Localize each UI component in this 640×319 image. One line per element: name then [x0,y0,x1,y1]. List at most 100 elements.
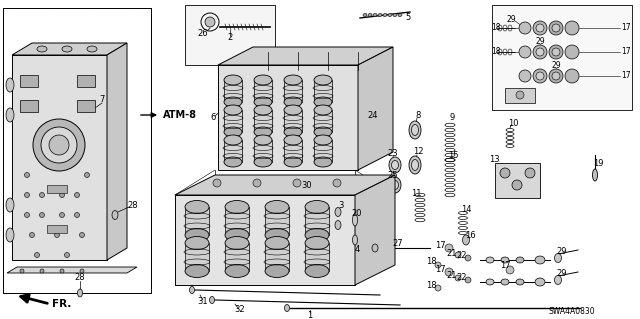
Ellipse shape [393,13,397,17]
Ellipse shape [314,75,332,85]
Circle shape [80,269,84,273]
Text: 31: 31 [198,298,208,307]
Circle shape [549,69,563,83]
Circle shape [65,253,70,257]
Circle shape [519,70,531,82]
Bar [265,207,289,235]
Polygon shape [218,65,358,170]
Text: 22: 22 [457,251,467,261]
Ellipse shape [383,13,387,17]
Circle shape [24,192,29,197]
Text: 18: 18 [492,48,500,56]
Bar [284,140,302,162]
Ellipse shape [224,105,242,115]
Text: 6: 6 [211,114,216,122]
Circle shape [253,179,261,187]
Ellipse shape [224,135,242,145]
Ellipse shape [389,177,401,193]
Ellipse shape [284,75,302,85]
Circle shape [74,192,79,197]
Circle shape [549,21,563,35]
Ellipse shape [254,75,272,85]
Bar [185,243,209,271]
Ellipse shape [284,157,302,167]
Ellipse shape [554,276,561,285]
Bar [20,100,38,112]
Ellipse shape [225,228,249,241]
Circle shape [512,180,522,190]
Text: 17: 17 [621,71,631,80]
Ellipse shape [224,127,242,137]
Ellipse shape [486,257,494,263]
Bar [495,163,540,198]
Text: 10: 10 [508,118,518,128]
Circle shape [465,255,471,261]
Ellipse shape [112,211,118,219]
Circle shape [20,269,24,273]
Bar [225,243,249,271]
Polygon shape [7,267,137,273]
Ellipse shape [368,13,372,17]
Ellipse shape [62,46,72,52]
Circle shape [519,46,531,58]
Text: 30: 30 [301,181,312,189]
Text: 23: 23 [388,149,398,158]
Text: 18: 18 [426,281,436,291]
Polygon shape [12,43,127,55]
Ellipse shape [593,169,598,181]
Ellipse shape [398,13,402,17]
Bar [224,140,242,162]
Text: 14: 14 [461,205,471,214]
Circle shape [552,48,560,56]
Ellipse shape [463,235,470,245]
Bar [284,110,302,132]
Circle shape [445,268,453,276]
Text: FR.: FR. [52,299,72,309]
Ellipse shape [392,181,399,189]
Bar [224,80,242,102]
Text: 25: 25 [388,170,398,180]
Ellipse shape [314,157,332,167]
Text: 22: 22 [457,273,467,283]
Bar [77,100,95,112]
Ellipse shape [284,127,302,137]
Bar [225,207,249,235]
Ellipse shape [37,46,47,52]
Ellipse shape [285,305,289,311]
Ellipse shape [284,97,302,107]
Ellipse shape [554,254,561,263]
Bar [254,80,272,102]
Text: SWA4A0830: SWA4A0830 [548,308,595,316]
Ellipse shape [351,119,359,125]
Ellipse shape [305,264,329,278]
Polygon shape [107,43,127,260]
Circle shape [333,179,341,187]
Ellipse shape [265,201,289,213]
Text: 29: 29 [506,16,516,25]
Ellipse shape [265,228,289,241]
Ellipse shape [254,97,272,107]
Circle shape [536,48,544,56]
Ellipse shape [185,236,209,249]
Ellipse shape [254,157,272,167]
Circle shape [60,212,65,218]
Text: 16: 16 [465,231,476,240]
Ellipse shape [305,236,329,249]
Text: 29: 29 [551,62,561,70]
Bar [185,5,275,65]
Ellipse shape [6,78,14,92]
Circle shape [455,275,461,281]
Ellipse shape [409,121,421,139]
Text: 24: 24 [368,110,378,120]
Ellipse shape [501,279,509,285]
Circle shape [49,135,69,155]
Circle shape [60,192,65,197]
Polygon shape [12,55,107,260]
Circle shape [565,21,579,35]
Circle shape [40,212,45,218]
Ellipse shape [305,228,329,241]
Circle shape [516,91,524,99]
Ellipse shape [409,156,421,174]
Circle shape [552,72,560,80]
Bar [492,5,632,110]
